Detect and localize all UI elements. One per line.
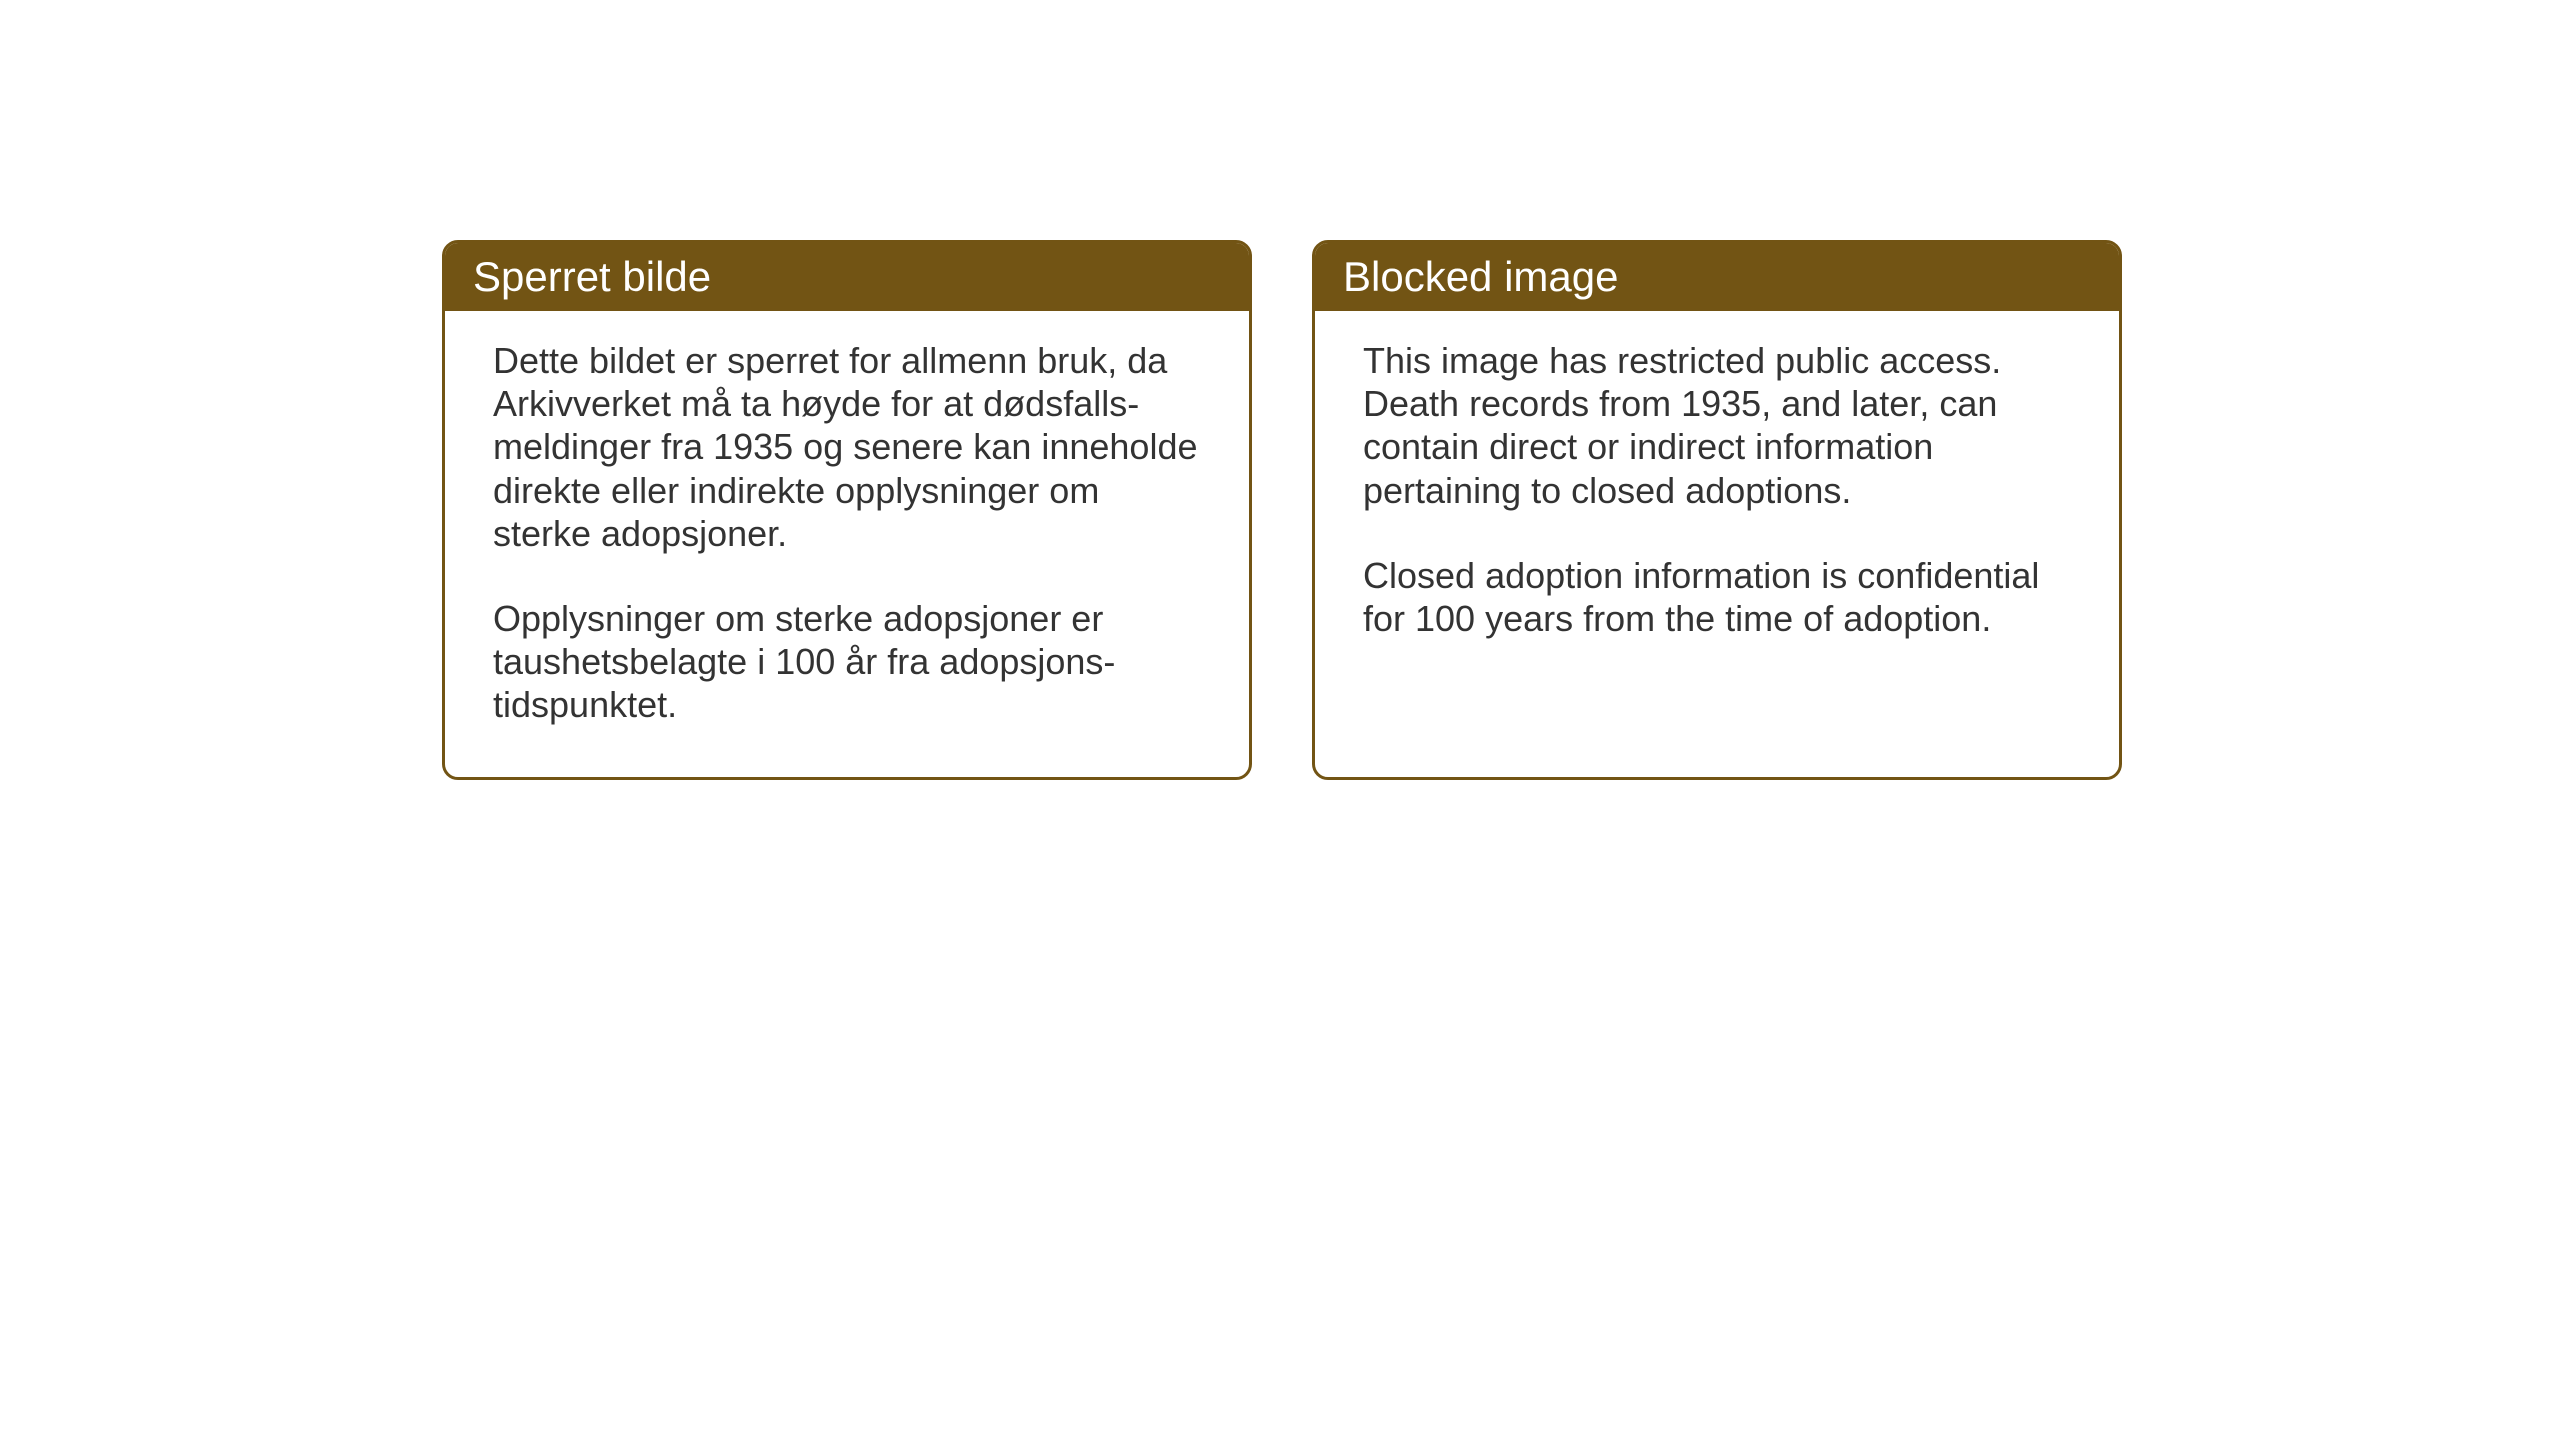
notice-paragraph-2-norwegian: Opplysninger om sterke adopsjoner er tau… — [493, 597, 1201, 727]
notice-paragraph-1-norwegian: Dette bildet er sperret for allmenn bruk… — [493, 339, 1201, 555]
notice-header-english: Blocked image — [1315, 243, 2119, 311]
notice-title-english: Blocked image — [1343, 253, 1618, 300]
notice-paragraph-2-english: Closed adoption information is confident… — [1363, 554, 2071, 640]
notice-header-norwegian: Sperret bilde — [445, 243, 1249, 311]
notice-box-norwegian: Sperret bilde Dette bildet er sperret fo… — [442, 240, 1252, 780]
notice-paragraph-1-english: This image has restricted public access.… — [1363, 339, 2071, 512]
notice-body-english: This image has restricted public access.… — [1315, 311, 2119, 751]
notice-box-english: Blocked image This image has restricted … — [1312, 240, 2122, 780]
notice-title-norwegian: Sperret bilde — [473, 253, 711, 300]
notices-container: Sperret bilde Dette bildet er sperret fo… — [442, 240, 2122, 780]
notice-body-norwegian: Dette bildet er sperret for allmenn bruk… — [445, 311, 1249, 777]
